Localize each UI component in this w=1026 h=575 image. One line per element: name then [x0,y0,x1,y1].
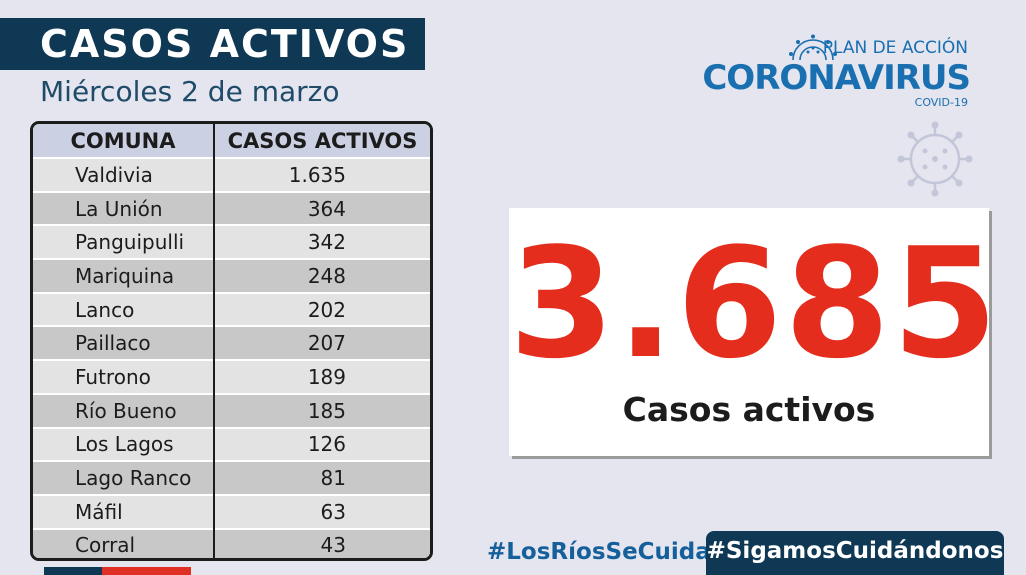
table-row: Lanco 202 [33,291,430,327]
table-row: Panguipulli 342 [33,224,430,260]
total-cases-card: 3.685 Casos activos [509,208,1000,456]
flag-stripe-red [102,567,191,575]
column-header-comuna: COMUNA [33,124,215,158]
casos-cell: 43 [214,527,430,558]
comuna-cell: Valdivia [33,157,215,192]
casos-cell: 63 [214,493,430,529]
hashtag-los-rios: #LosRíosSeCuida [487,539,711,565]
plan-accion-logo: PLAN DE ACCIÓN CORONAVIRUS COVID-19 [702,34,971,109]
table-row: Paillaco 207 [33,325,430,361]
comuna-cell: Lanco [33,291,215,327]
comuna-cell: Corral [33,527,215,558]
table-row: La Unión 364 [33,190,430,226]
total-cases-value: 3.685 [509,215,1000,392]
comuna-cell: Mariquina [33,258,215,293]
casos-cell: 126 [214,426,430,462]
table-row: Corral 43 [33,527,430,558]
comuna-cell: Río Bueno [33,392,215,428]
comuna-cell: Máfil [33,493,215,529]
table-row: Mariquina 248 [33,258,430,293]
table-row: Futrono 189 [33,359,430,394]
comuna-cell: Paillaco [33,325,215,361]
comuna-cell: Panguipulli [33,224,215,260]
logo-plan-text: PLAN DE ACCIÓN [822,38,968,58]
column-header-casos: CASOS ACTIVOS [214,124,430,158]
comuna-cell: Lago Ranco [33,460,215,495]
casos-cell: 202 [214,291,430,327]
flag-stripe-blue [44,567,102,575]
hashtag-sigamos: #SigamosCuidándonos [706,531,1004,575]
date-subtitle: Miércoles 2 de marzo [40,75,340,108]
table-row: Valdivia 1.635 [33,157,430,192]
table-row: Los Lagos 126 [33,426,430,462]
virus-icon [789,34,837,60]
comuna-cell: Futrono [33,359,215,394]
casos-cell: 189 [214,359,430,394]
cases-table-container: COMUNA CASOS ACTIVOS Valdivia 1.635 La Un… [30,121,433,561]
casos-cell: 364 [214,190,430,226]
table-row: Lago Ranco 81 [33,460,430,495]
logo-covid-text: COVID-19 [914,96,968,109]
total-cases-label: Casos activos [622,390,876,429]
table-row: Máfil 63 [33,493,430,529]
table-row: Río Bueno 185 [33,392,430,428]
casos-cell: 207 [214,325,430,361]
casos-cell: 185 [214,392,430,428]
casos-cell: 1.635 [214,157,430,192]
virus-watermark-icon [897,121,973,197]
flag-stripe [44,567,191,575]
casos-cell: 248 [214,258,430,293]
table-header-row: COMUNA CASOS ACTIVOS [33,124,430,158]
casos-cell: 342 [214,224,430,260]
cases-table: COMUNA CASOS ACTIVOS Valdivia 1.635 La Un… [33,124,430,558]
logo-coronavirus-text: CORONAVIRUS [702,58,971,98]
comuna-cell: Los Lagos [33,426,215,462]
page-title: CASOS ACTIVOS [40,22,410,66]
comuna-cell: La Unión [33,190,215,226]
title-banner: CASOS ACTIVOS [0,18,425,70]
casos-cell: 81 [214,460,430,495]
